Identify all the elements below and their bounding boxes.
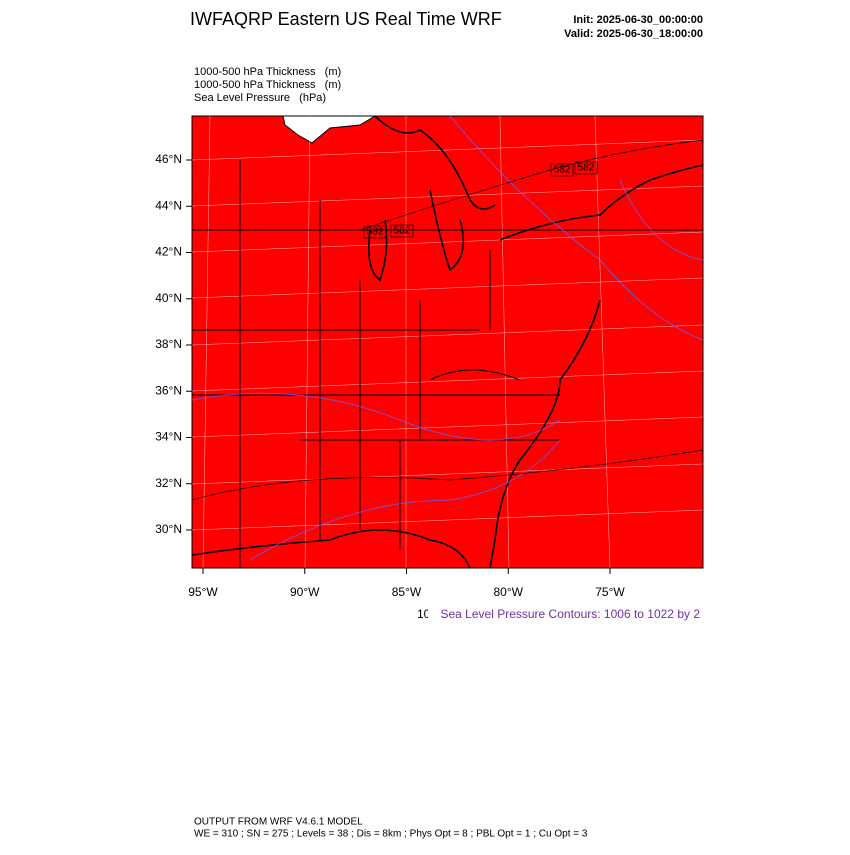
lon-label: 80°W (494, 585, 524, 599)
coastlines (191, 115, 704, 569)
field-label: 1000-500 hPa Thickness (m) (194, 79, 341, 91)
contour-label: 582 (367, 227, 384, 238)
note-background (428, 606, 703, 624)
init-time: Init: 2025-06-30_00:00:00 (573, 14, 703, 26)
map (191, 115, 704, 569)
lon-label: 85°W (392, 585, 422, 599)
valid-time: Valid: 2025-06-30_18:00:00 (564, 28, 703, 40)
lat-label: 32°N (155, 476, 182, 490)
lat-label: 30°N (155, 522, 182, 536)
footer-line: OUTPUT FROM WRF V4.6.1 MODEL (194, 817, 363, 828)
field-label: 1000-500 hPa Thickness (m) (194, 66, 341, 78)
lat-label: 42°N (155, 245, 182, 259)
contour-label-box (574, 161, 598, 175)
axis-labels: 46°N 44°N 42°N 40°N 38°N 36°N 34°N 32°N 30°N 95°W… (155, 152, 625, 599)
graticule (191, 115, 704, 569)
footer-line: WE = 310 ; SN = 275 ; Levels = 38 ; Dis … (194, 829, 588, 840)
lat-label: 40°N (155, 291, 182, 305)
lon-label: 90°W (290, 585, 320, 599)
contour-label: 582 (554, 165, 571, 176)
lat-label: 34°N (155, 430, 182, 444)
lat-label: 38°N (155, 337, 182, 351)
contour-labels: 582 582 582 582 (363, 161, 598, 239)
lat-label: 46°N (155, 152, 182, 166)
field-label: Sea Level Pressure (hPa) (194, 92, 326, 104)
lon-label: 95°W (188, 585, 218, 599)
contour-label-box (550, 163, 574, 177)
map-area (191, 115, 704, 569)
lon-label: 75°W (595, 585, 625, 599)
hidden-note: 10 (417, 607, 431, 621)
contour-label: 582 (578, 163, 595, 174)
lat-label: 44°N (155, 198, 182, 212)
lat-label: 36°N (155, 383, 182, 397)
contour-label-box (390, 224, 414, 238)
thickness-contours (191, 139, 704, 501)
contour-label-box (363, 225, 387, 239)
title: IWFAQRP Eastern US Real Time WRF (190, 9, 502, 29)
unfilled-region (282, 115, 377, 144)
contour-label: 582 (394, 226, 411, 237)
state-borders (192, 160, 703, 568)
contour-note: Sea Level Pressure Contours: 1006 to 102… (441, 607, 701, 621)
pressure-contours (191, 115, 704, 561)
